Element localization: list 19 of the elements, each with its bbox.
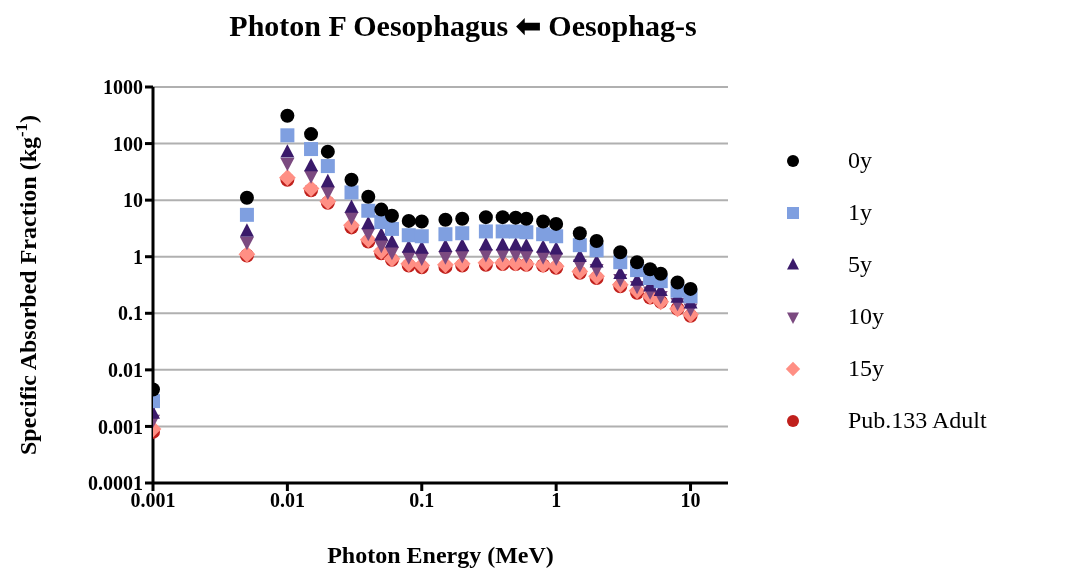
x-tick-label: 1: [551, 489, 562, 512]
legend-label: 0y: [848, 147, 872, 174]
legend-label: 1y: [848, 199, 872, 226]
y-tick-label: 1: [133, 245, 143, 268]
y-tick-label: 10: [123, 189, 143, 212]
y-tick-label: 100: [113, 132, 143, 155]
y-tick-label: 0.001: [98, 415, 143, 438]
y-tick-label: 0.01: [108, 358, 143, 381]
y-tick-label: 1000: [103, 76, 143, 99]
x-axis-title: Photon Energy (MeV): [327, 542, 554, 568]
chart-title: Photon F Oesophagus ⬅ Oesophag-s: [228, 8, 698, 43]
legend-label: 10y: [848, 303, 884, 330]
legend-label: Pub.133 Adult: [848, 407, 987, 434]
y-tick-label: 0.1: [118, 302, 143, 325]
legend-label: 15y: [848, 355, 884, 382]
x-tick-label: 10: [680, 489, 701, 512]
x-tick-label: 0.01: [269, 489, 305, 512]
legend-label: 5y: [848, 251, 872, 278]
x-tick-label: 0.1: [409, 489, 435, 512]
